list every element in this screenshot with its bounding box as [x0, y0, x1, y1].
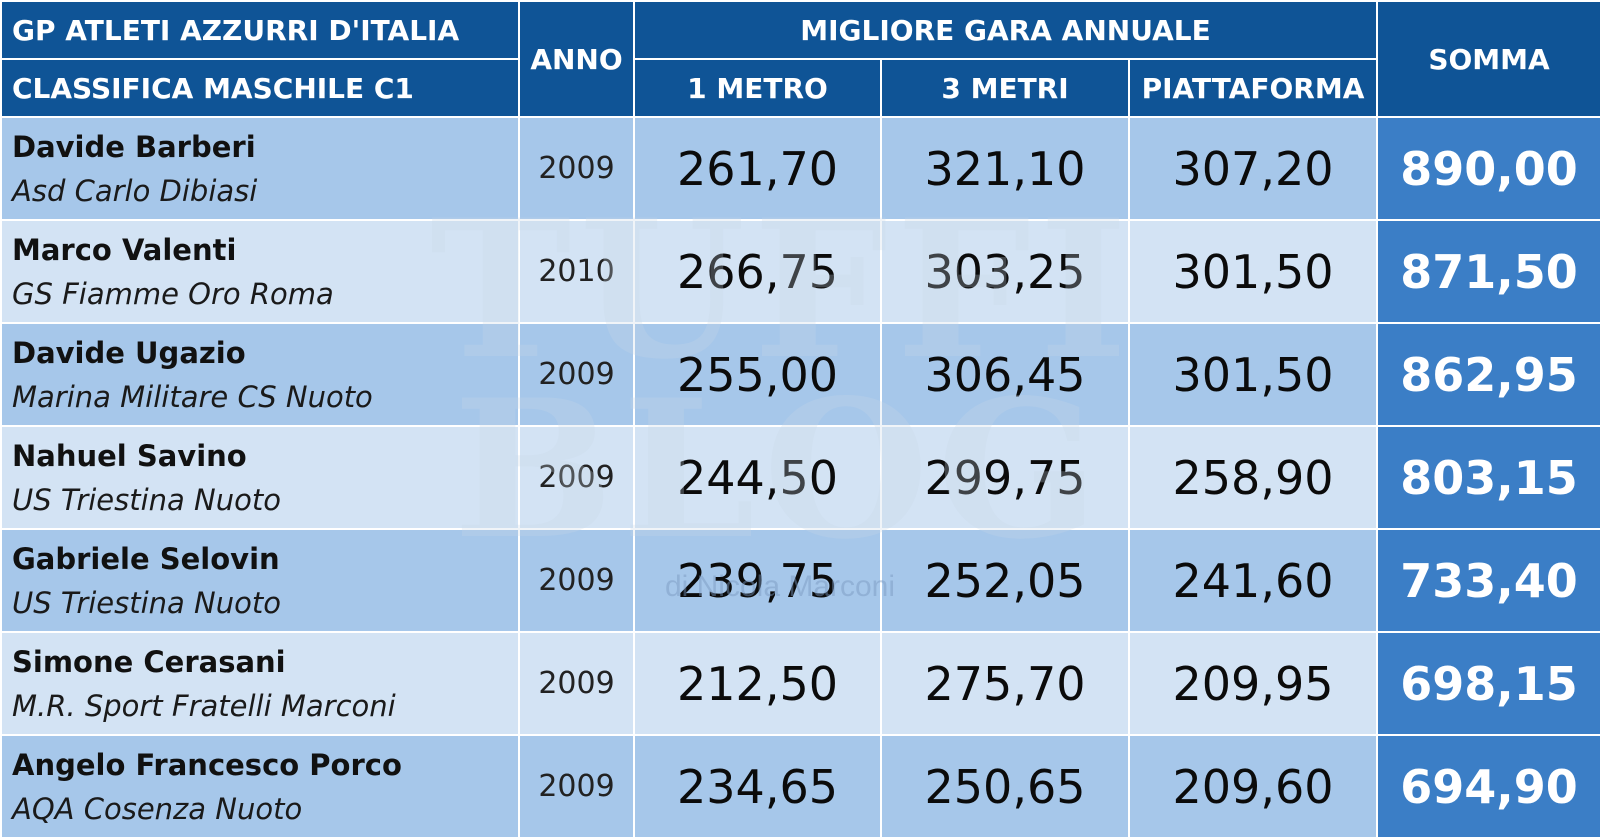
athlete-cell: Davide Ugazio Marina Militare CS Nuoto [0, 322, 520, 427]
table-row: Marco Valenti GS Fiamme Oro Roma 2010 26… [0, 219, 1600, 324]
score-sum: 694,90 [1376, 734, 1600, 839]
score-3m: 299,75 [880, 425, 1130, 530]
club-name: Asd Carlo Dibiasi [12, 173, 258, 208]
athlete-name: Davide Ugazio [12, 335, 246, 370]
athlete-cell: Nahuel Savino US Triestina Nuoto [0, 425, 520, 530]
table-row: Simone Cerasani M.R. Sport Fratelli Marc… [0, 631, 1600, 736]
table-row: Davide Ugazio Marina Militare CS Nuoto 2… [0, 322, 1600, 427]
club-name: US Triestina Nuoto [12, 585, 281, 620]
score-1m: 261,70 [633, 116, 882, 221]
club-name: Marina Militare CS Nuoto [12, 379, 373, 414]
year-header: ANNO [518, 0, 635, 118]
club-name: AQA Cosenza Nuoto [12, 791, 303, 826]
year-cell: 2010 [518, 219, 635, 324]
score-1m: 255,00 [633, 322, 882, 427]
best-competition-header: MIGLIORE GARA ANNUALE [633, 0, 1378, 60]
club-name: M.R. Sport Fratelli Marconi [12, 688, 396, 723]
athlete-name: Angelo Francesco Porco [12, 747, 402, 782]
col-header-1m: 1 METRO [633, 58, 882, 118]
score-3m: 321,10 [880, 116, 1130, 221]
score-platform: 307,20 [1128, 116, 1378, 221]
table-row: Nahuel Savino US Triestina Nuoto 2009 24… [0, 425, 1600, 530]
score-sum: 698,15 [1376, 631, 1600, 736]
athlete-name: Simone Cerasani [12, 644, 286, 679]
table-subtitle: CLASSIFICA MASCHILE C1 [0, 58, 520, 118]
score-3m: 252,05 [880, 528, 1130, 633]
table-row: Davide Barberi Asd Carlo Dibiasi 2009 26… [0, 116, 1600, 221]
score-sum: 890,00 [1376, 116, 1600, 221]
score-1m: 234,65 [633, 734, 882, 839]
athlete-cell: Simone Cerasani M.R. Sport Fratelli Marc… [0, 631, 520, 736]
score-1m: 212,50 [633, 631, 882, 736]
year-cell: 2009 [518, 734, 635, 839]
sum-header: SOMMA [1376, 0, 1600, 118]
col-header-3m: 3 METRI [880, 58, 1130, 118]
score-platform: 301,50 [1128, 322, 1378, 427]
club-name: US Triestina Nuoto [12, 482, 281, 517]
table-row: Gabriele Selovin US Triestina Nuoto 2009… [0, 528, 1600, 633]
score-sum: 733,40 [1376, 528, 1600, 633]
score-3m: 275,70 [880, 631, 1130, 736]
score-platform: 301,50 [1128, 219, 1378, 324]
year-cell: 2009 [518, 528, 635, 633]
col-header-platform: PIATTAFORMA [1128, 58, 1378, 118]
score-3m: 303,25 [880, 219, 1130, 324]
year-cell: 2009 [518, 631, 635, 736]
score-platform: 209,95 [1128, 631, 1378, 736]
athlete-cell: Davide Barberi Asd Carlo Dibiasi [0, 116, 520, 221]
year-cell: 2009 [518, 322, 635, 427]
score-platform: 209,60 [1128, 734, 1378, 839]
athlete-name: Gabriele Selovin [12, 541, 280, 576]
club-name: GS Fiamme Oro Roma [12, 276, 334, 311]
score-platform: 241,60 [1128, 528, 1378, 633]
score-1m: 239,75 [633, 528, 882, 633]
athlete-cell: Angelo Francesco Porco AQA Cosenza Nuoto [0, 734, 520, 839]
score-platform: 258,90 [1128, 425, 1378, 530]
score-1m: 266,75 [633, 219, 882, 324]
year-cell: 2009 [518, 425, 635, 530]
athlete-name: Davide Barberi [12, 129, 256, 164]
table-title: GP ATLETI AZZURRI D'ITALIA [0, 0, 520, 60]
athlete-cell: Marco Valenti GS Fiamme Oro Roma [0, 219, 520, 324]
athlete-name: Marco Valenti [12, 232, 237, 267]
year-cell: 2009 [518, 116, 635, 221]
score-sum: 803,15 [1376, 425, 1600, 530]
score-sum: 862,95 [1376, 322, 1600, 427]
score-3m: 306,45 [880, 322, 1130, 427]
table-row: Angelo Francesco Porco AQA Cosenza Nuoto… [0, 734, 1600, 839]
score-1m: 244,50 [633, 425, 882, 530]
score-3m: 250,65 [880, 734, 1130, 839]
score-sum: 871,50 [1376, 219, 1600, 324]
athlete-cell: Gabriele Selovin US Triestina Nuoto [0, 528, 520, 633]
athlete-name: Nahuel Savino [12, 438, 247, 473]
